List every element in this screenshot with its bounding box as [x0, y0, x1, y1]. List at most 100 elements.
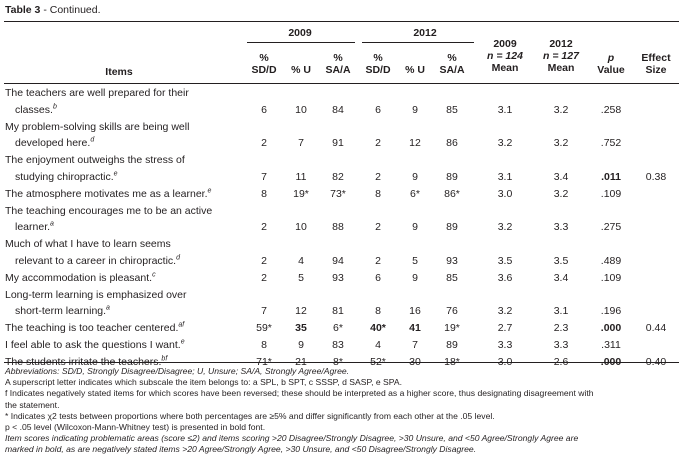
mean-2009-header: 2009 n = 124 Mean [487, 38, 523, 74]
pct-saa-2009-cell: 94 [332, 255, 344, 267]
mean-2012-cell: 3.3 [553, 339, 569, 351]
item-label: The atmosphere motivates me as a learner… [5, 187, 212, 200]
effect-size-cell: 0.40 [645, 355, 667, 368]
pct-saa-2009-cell: 83 [332, 339, 344, 351]
note-problem-line2: marked in bold, as are negatively stated… [5, 444, 477, 455]
pct-sdd-2012-cell: 4 [375, 339, 381, 351]
rule-2012 [362, 42, 474, 43]
item-label: My problem-solving skills are being well… [5, 120, 190, 150]
mean-2009-cell: 3.2 [497, 137, 513, 150]
pct-sdd-2012-cell: 6 [375, 103, 381, 116]
p-value-cell: .196 [600, 305, 622, 318]
note-abbreviations: Abbreviations: SD/D, Strongly Disagree/D… [5, 366, 350, 376]
pct-sdd-2012-cell: 2 [375, 171, 381, 183]
pct-saa-2012-header: % SA/A [439, 52, 465, 76]
item-label: Much of what I have to learn seems releva… [5, 238, 180, 267]
p-value-cell: .275 [600, 221, 622, 234]
mean-2012-cell: 2.6 [553, 355, 569, 368]
pct-u-2012-cell: 5 [412, 255, 418, 267]
pct-sdd-2009-cell: 8 [261, 187, 267, 200]
pct-saa-2012-cell: 89 [446, 171, 458, 183]
pct-u-2009-cell: 11 [295, 171, 307, 183]
pct-u-2009-cell: 9 [298, 339, 304, 351]
pct-u-2009-cell: 7 [298, 137, 304, 150]
pct-u-2009-cell: 12 [295, 305, 307, 318]
pct-saa-2009-cell: 84 [332, 103, 344, 116]
pct-u-2012-cell: 9 [412, 103, 418, 116]
pct-sdd-2009-cell: 2 [261, 255, 267, 267]
rule-2009 [247, 42, 355, 43]
pct-u-2012-cell: 41 [409, 322, 421, 335]
p-value-cell: .489 [600, 255, 622, 267]
pct-saa-2012-cell: 86* [444, 187, 460, 200]
note-star: * Indicates χ2 tests between proportions… [5, 410, 495, 421]
mean-2012-cell: 2.3 [553, 322, 569, 335]
mean-2012-cell: 3.2 [553, 103, 569, 116]
pct-saa-2009-cell: 81 [332, 305, 344, 318]
p-value-cell: .258 [600, 103, 622, 116]
pct-u-2009-cell: 5 [298, 271, 304, 284]
mean-2012-header: 2012 n = 127 Mean [543, 38, 579, 74]
pct-sdd-2009-cell: 8 [261, 339, 267, 351]
note-f-line2: the statement. [5, 399, 60, 410]
pct-saa-2009-cell: 73* [330, 187, 346, 200]
pct-u-2009-cell: 35 [295, 322, 307, 335]
pct-sdd-2012-cell: 40* [370, 322, 386, 335]
pct-sdd-2009-cell: 6 [261, 103, 267, 116]
pct-sdd-2009-cell: 7 [261, 305, 267, 318]
pct-sdd-2012-header: % SD/D [365, 52, 391, 76]
pct-saa-2009-cell: 91 [332, 137, 344, 150]
pct-u-2012-cell: 6* [410, 187, 420, 200]
pct-sdd-2009-cell: 71* [256, 355, 272, 368]
table-title: Table 3 - Continued. [5, 4, 101, 16]
p-value-cell: .000 [600, 322, 622, 335]
p-value-cell: .109 [600, 271, 622, 284]
pct-sdd-2012-cell: 6 [375, 271, 381, 284]
note-p: p < .05 level (Wilcoxon-Mann-Whitney tes… [5, 422, 266, 433]
pct-u-2012-cell: 16 [409, 305, 421, 318]
pct-sdd-2012-cell: 2 [375, 255, 381, 267]
mean-2012-cell: 3.1 [553, 305, 569, 318]
pct-saa-2012-cell: 89 [446, 339, 458, 351]
header-rule [4, 83, 679, 84]
mean-2009-cell: 3.0 [497, 355, 513, 368]
mean-2009-cell: 3.1 [497, 171, 513, 183]
effect-size-cell: 0.44 [645, 322, 667, 335]
item-label: I feel able to ask the questions I want.… [5, 338, 185, 352]
pct-saa-2012-cell: 93 [446, 255, 458, 267]
p-value-cell: .311 [601, 339, 621, 351]
p-value-cell: .109 [600, 187, 622, 200]
pct-u-2009-cell: 4 [298, 255, 304, 267]
pct-u-2012-cell: 7 [412, 339, 418, 351]
pct-sdd-2009-header: % SD/D [251, 52, 277, 76]
bottom-rule [4, 362, 679, 363]
mean-2009-cell: 3.3 [497, 339, 513, 351]
pct-u-2012-cell: 9 [412, 171, 418, 183]
p-value-header: p Value [597, 52, 625, 76]
pct-u-2012-cell: 9 [412, 271, 418, 284]
note-f-line1: f Indicates negatively stated items for … [5, 388, 594, 399]
item-label: The enjoyment outweighs the stress of stu… [5, 154, 185, 183]
mean-2009-cell: 3.5 [497, 255, 513, 267]
note-problem-line1: Item scores indicating problematic areas… [5, 433, 579, 444]
mean-2012-cell: 3.2 [553, 137, 569, 150]
pct-saa-2012-cell: 85 [446, 271, 458, 284]
mean-2009-cell: 2.7 [497, 322, 513, 335]
note-superscript: A superscript letter indicates which sub… [5, 377, 402, 388]
mean-2009-cell: 3.2 [497, 221, 513, 234]
mean-2009-cell: 3.2 [497, 305, 513, 318]
pct-u-2012-header: % U [405, 64, 425, 76]
item-label: The students irritate the teachers.bf [5, 355, 168, 368]
item-label: The teaching encourages me to be an acti… [5, 204, 213, 234]
pct-saa-2012-cell: 89 [446, 221, 458, 234]
pct-saa-2009-cell: 8* [333, 355, 343, 368]
pct-saa-2012-cell: 85 [446, 103, 458, 116]
top-rule [4, 21, 679, 22]
pct-u-2009-cell: 19* [293, 187, 309, 200]
pct-sdd-2009-cell: 7 [261, 171, 267, 183]
p-value-cell: .000 [600, 355, 622, 368]
effect-size-cell: 0.38 [645, 171, 667, 183]
mean-2009-cell: 3.6 [497, 271, 513, 284]
effect-size-header: Effect Size [641, 52, 671, 76]
items-header: Items [105, 66, 133, 78]
